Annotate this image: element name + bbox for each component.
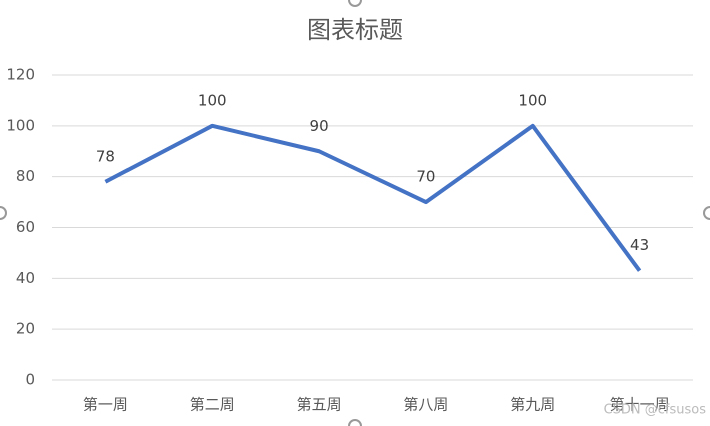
- watermark: CSDN @cfsusos: [604, 403, 707, 418]
- resize-handle[interactable]: [0, 206, 7, 220]
- chart-title: 图表标题: [307, 16, 403, 44]
- resize-handle[interactable]: [348, 0, 362, 7]
- x-tick-label: 第九周: [510, 396, 555, 414]
- line: [104, 123, 642, 272]
- x-tick-label: 第八周: [403, 396, 448, 414]
- data-label: 43: [630, 236, 649, 254]
- data-label: 100: [198, 91, 227, 109]
- y-tick-label: 60: [16, 218, 35, 236]
- y-tick-label: 100: [6, 116, 35, 134]
- y-tick-label: 80: [16, 167, 35, 185]
- resize-handle[interactable]: [703, 206, 710, 220]
- data-label: 90: [310, 117, 329, 135]
- x-tick-label: 第十一周: [610, 396, 670, 414]
- x-tick-label: 第五周: [297, 396, 342, 414]
- x-tick-label: 第二周: [190, 396, 235, 414]
- resize-handle[interactable]: [348, 419, 362, 426]
- y-tick-label: 20: [16, 320, 35, 338]
- y-tick-label: 120: [6, 66, 35, 84]
- data-label: 78: [96, 147, 115, 165]
- y-tick-label: 40: [16, 269, 35, 287]
- data-label: 70: [416, 168, 435, 186]
- y-tick-label: 0: [25, 371, 35, 389]
- data-label: 100: [518, 91, 547, 109]
- x-tick-label: 第一周: [83, 396, 128, 414]
